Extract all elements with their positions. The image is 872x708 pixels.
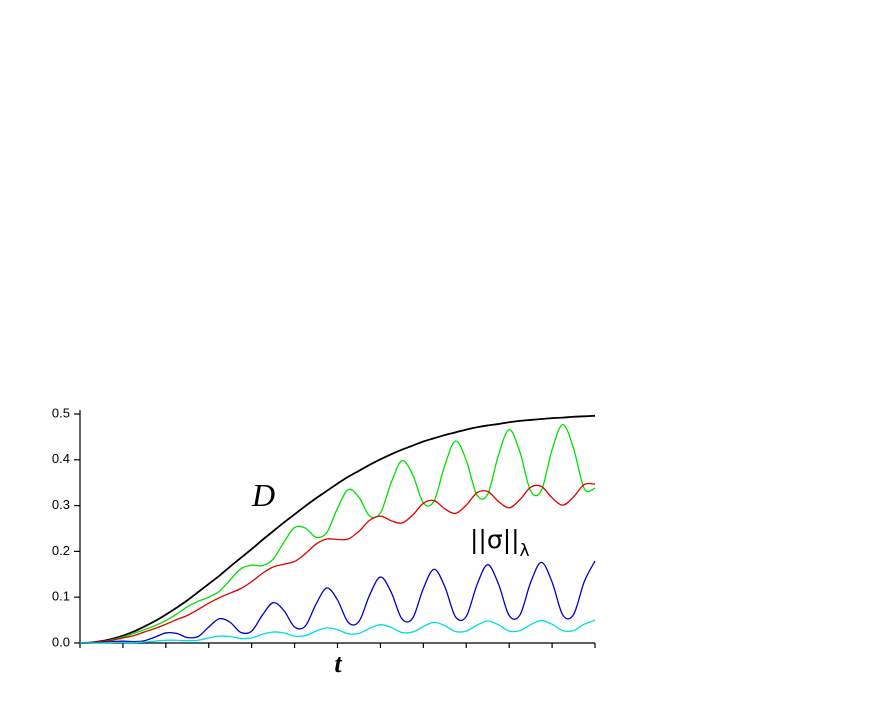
line-series <box>79 482 596 644</box>
annotation: ||σ||λ <box>470 525 530 561</box>
line-series <box>79 423 596 644</box>
y-tick-label: 0.2 <box>52 543 70 558</box>
y-tick-label: 0.4 <box>52 451 70 466</box>
y-tick-label: 0.5 <box>52 405 70 420</box>
line-series <box>79 560 596 644</box>
y-tick-label: 0.0 <box>52 634 70 649</box>
y-tick-label: 0.3 <box>52 497 70 512</box>
annotation-subscript: λ <box>520 541 530 561</box>
line-series <box>79 414 596 644</box>
y-tick-label: 0.1 <box>52 589 70 604</box>
annotation: D <box>251 477 275 513</box>
annotation-text: ||σ|| <box>470 525 520 554</box>
plot-area: 0.0 0.1 0.2 0.3 0.4 0.5 <box>52 405 596 649</box>
line-series <box>80 619 596 644</box>
x-axis-label: t <box>334 649 342 678</box>
